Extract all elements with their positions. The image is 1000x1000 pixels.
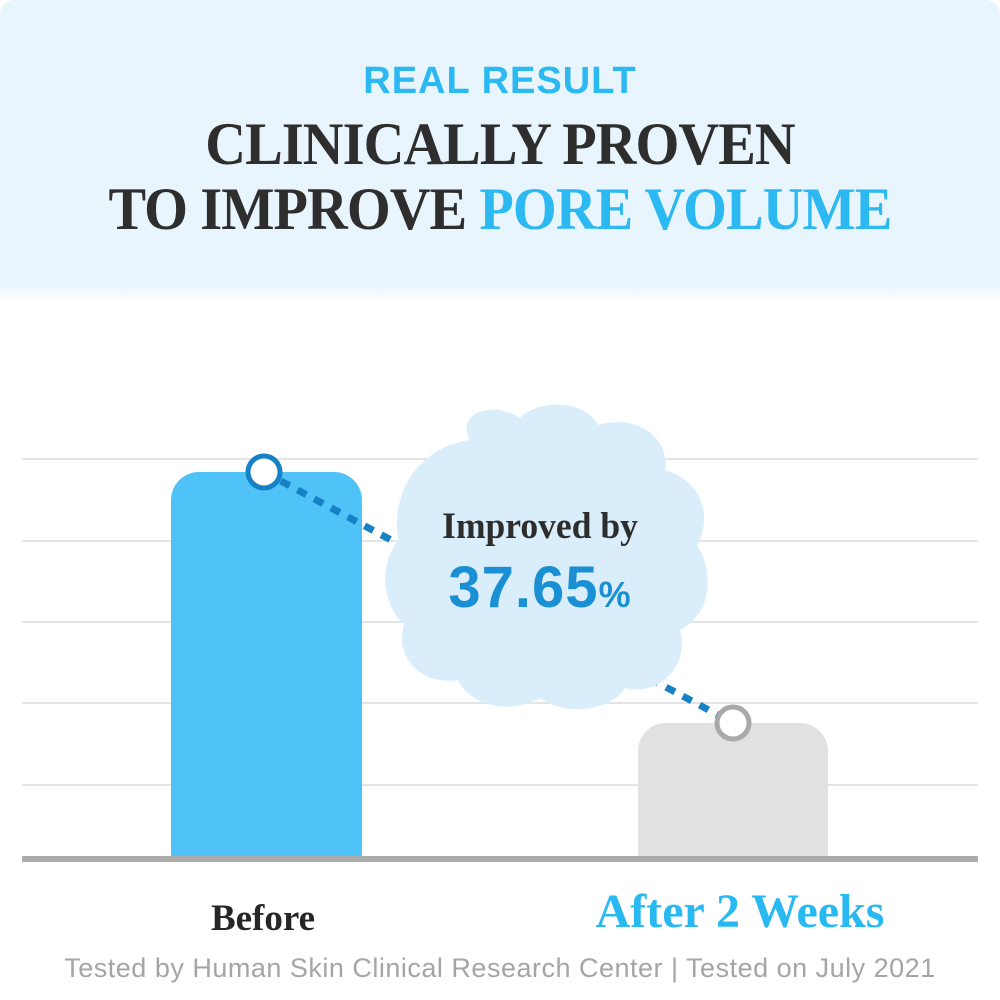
- gridline: [22, 702, 978, 704]
- eyebrow-title: REAL RESULT: [363, 60, 637, 102]
- bar-before: [171, 472, 362, 858]
- title-line-2-accent: PORE VOLUME: [479, 176, 892, 242]
- bar-after: [638, 723, 828, 858]
- title-line-1: CLINICALLY PROVEN: [205, 111, 795, 177]
- footer-note: Tested by Human Skin Clinical Research C…: [64, 953, 936, 983]
- callout-value: 37.65%: [390, 554, 690, 621]
- gridline: [22, 621, 978, 623]
- category-label-after: After 2 Weeks: [595, 885, 885, 938]
- page-title: CLINICALLY PROVEN TO IMPROVE PORE VOLUME: [30, 112, 970, 242]
- callout-label: Improved by: [442, 506, 638, 547]
- title-line-2-dark: TO IMPROVE: [108, 176, 467, 242]
- gridline: [22, 784, 978, 786]
- header-band: REAL RESULT CLINICALLY PROVEN TO IMPROVE…: [0, 0, 1000, 300]
- gridline: [22, 458, 978, 460]
- x-axis-line: [22, 856, 978, 862]
- callout-number: 37.65: [448, 555, 599, 620]
- improvement-callout: Improved by 37.65%: [390, 505, 690, 621]
- percent-sign: %: [598, 574, 632, 615]
- category-label-before: Before: [210, 898, 316, 939]
